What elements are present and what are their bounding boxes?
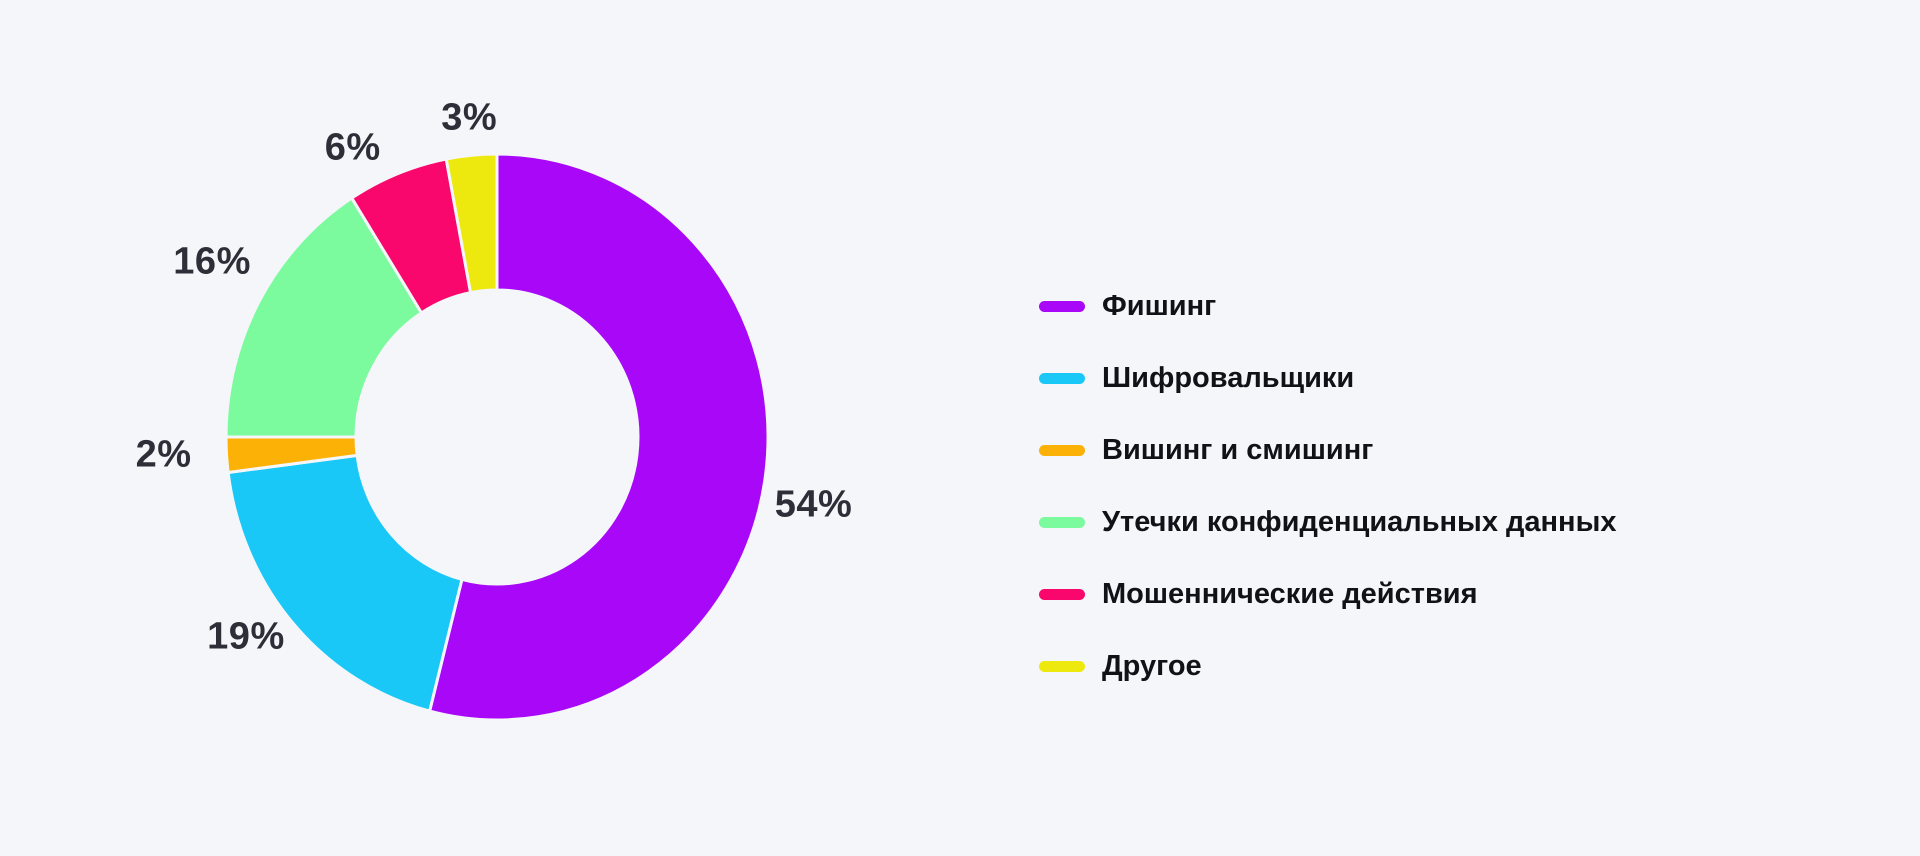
legend-item-4: Мошеннические действия <box>1039 558 1616 630</box>
legend-item-label-5: Другое <box>1102 649 1202 682</box>
legend: Фишинг Шифровальщики Вишинг и смишинг Утечк… <box>1039 270 1616 702</box>
legend-item-1: Шифровальщики <box>1039 342 1616 414</box>
pie-slice-5 <box>444 152 499 295</box>
legend-color-swatch-3 <box>1039 516 1085 528</box>
legend-item-3: Утечки конфиденциальных данных <box>1039 486 1616 558</box>
legend-item-label-0: Фишинг <box>1102 289 1217 322</box>
slice-value-label-3: 16% <box>173 240 251 283</box>
legend-item-label-4: Мошеннические действия <box>1102 577 1478 610</box>
pie-slice-1 <box>226 453 464 713</box>
legend-item-0: Фишинг <box>1039 270 1616 342</box>
slice-value-label-1: 19% <box>207 615 285 658</box>
legend-color-swatch-0 <box>1039 300 1085 312</box>
slice-value-label-4: 6% <box>324 126 381 169</box>
legend-item-label-2: Вишинг и смишинг <box>1102 433 1374 466</box>
legend-item-2: Вишинг и смишинг <box>1039 414 1616 486</box>
legend-item-label-1: Шифровальщики <box>1102 361 1355 394</box>
legend-item-5: Другое <box>1039 630 1616 702</box>
pie-slice-3 <box>224 196 423 439</box>
legend-color-swatch-1 <box>1039 372 1085 384</box>
slice-value-label-5: 3% <box>441 96 498 139</box>
legend-color-swatch-2 <box>1039 444 1085 456</box>
slice-value-label-0: 54% <box>774 483 853 526</box>
legend-color-swatch-4 <box>1039 588 1085 600</box>
pie-slice-0 <box>428 152 770 722</box>
legend-item-label-3: Утечки конфиденциальных данных <box>1102 505 1617 538</box>
slice-value-label-2: 2% <box>135 433 192 476</box>
legend-color-swatch-5 <box>1039 660 1085 672</box>
